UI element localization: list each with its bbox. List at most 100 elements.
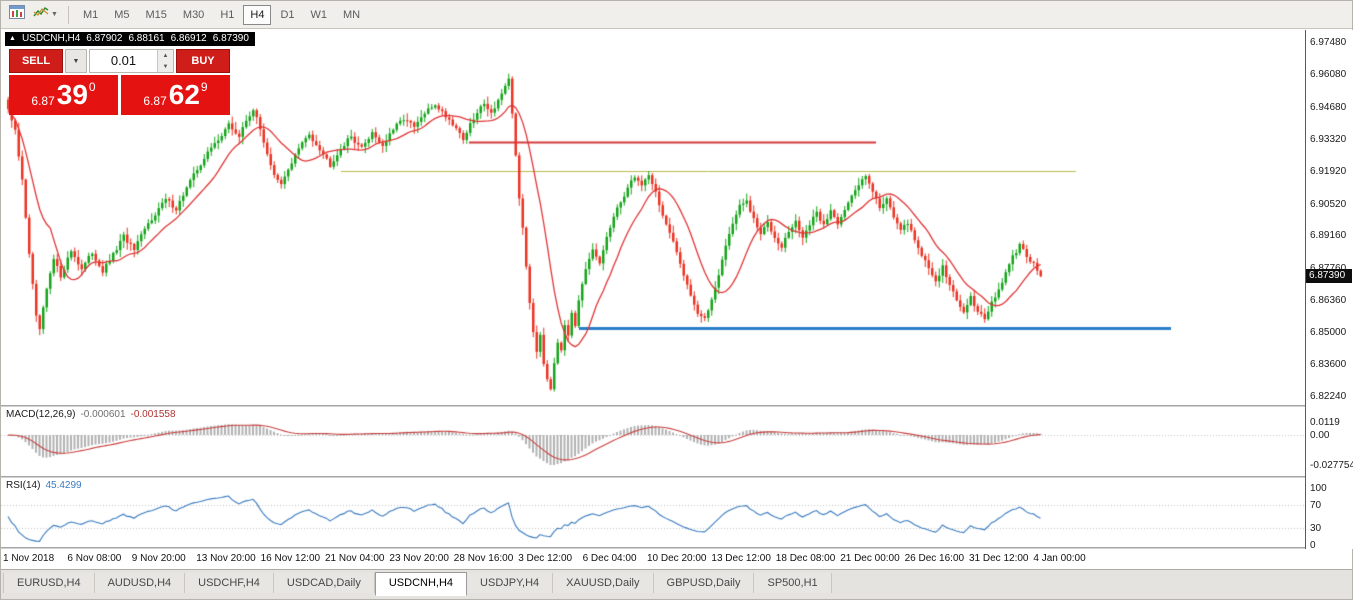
rsi-name: RSI(14) [6,480,41,491]
buy-price-main: 6.87 [143,94,167,108]
timeframe-button-w1[interactable]: W1 [310,8,328,21]
price-axis-tick: 6.94680 [1310,101,1347,113]
macd-signal-value: -0.001558 [130,409,176,420]
price-axis-tick: 6.96080 [1310,69,1347,81]
symbol-title: USDCNH,H4 [21,33,81,44]
macd-axis-tick: 0.00 [1310,430,1330,441]
timeframe-button-h1[interactable]: H1 [220,8,235,21]
macd-name: MACD(12,26,9) [6,409,76,420]
rsi-indicator-canvas[interactable] [1,478,1305,547]
timeframe-button-m15[interactable]: M15 [145,8,167,21]
sell-price-superscript: 0 [88,80,96,94]
time-axis-label: 13 Dec 12:00 [711,553,771,564]
ohlc-low: 6.86912 [170,33,207,44]
current-price-badge: 6.87390 [1306,269,1352,284]
chart-window-button[interactable] [5,3,29,27]
chart-tab-usdcad-daily[interactable]: USDCAD,Daily [273,573,375,593]
rsi-axis-tick: 100 [1310,483,1327,494]
time-axis-label: 18 Dec 08:00 [775,553,836,564]
chevron-down-icon: ▼ [72,57,80,65]
timeframe-button-m1[interactable]: M1 [82,8,99,21]
time-axis-label: 21 Nov 04:00 [325,553,385,564]
buy-price-superscript: 9 [200,80,208,94]
price-axis[interactable]: 6.97480 6.96080 6.94680 6.93320 6.91920 6.905… [1305,30,1353,551]
price-axis-tick: 6.83600 [1310,359,1347,371]
macd-panel-separator[interactable] [1,405,1305,407]
time-axis-label: 23 Nov 20:00 [389,553,449,564]
time-axis-label: 9 Nov 20:00 [131,553,186,564]
time-axis-label: 6 Nov 08:00 [67,553,122,564]
macd-axis-tick: 0.0119 [1310,417,1340,429]
time-axis-label: 16 Nov 12:00 [260,553,321,564]
time-axis-label: 31 Dec 12:00 [969,553,1029,564]
chart-tab-usdchf-h4[interactable]: USDCHF,H4 [185,573,274,593]
top-toolbar: ▼ M1 M5 M15 M30 H1 H4 D1 W1 MN [1,1,1352,29]
volume-spinner: ▲ ▼ [157,50,173,72]
volume-field: 0.01 ▲ ▼ [89,49,174,73]
chart-tab-usdcnh-h4[interactable]: USDCNH,H4 [374,572,468,596]
time-axis[interactable]: 1 Nov 2018 6 Nov 08:00 9 Nov 20:00 13 Nov 2… [1,549,1305,570]
sell-price-main: 6.87 [31,94,55,108]
price-axis-tick: 6.82240 [1310,390,1347,402]
macd-axis-tick: -0.027754 [1310,460,1353,471]
buy-button[interactable]: BUY [176,49,230,73]
one-click-trading-panel: SELL ▼ 0.01 ▲ ▼ BUY 6.87 39 0 6.87 62 9 [9,49,230,115]
sell-price-display[interactable]: 6.87 39 0 [9,75,118,115]
price-axis-tick: 6.93320 [1310,133,1347,145]
timeframe-button-d1[interactable]: D1 [280,8,295,21]
chart-tab-audusd-h4[interactable]: AUDUSD,H4 [94,573,186,593]
timeframe-button-h4[interactable]: H4 [243,4,272,25]
chart-tab-gbpusd-daily[interactable]: GBPUSD,Daily [653,573,755,593]
rsi-panel-separator[interactable] [1,476,1305,478]
time-axis-label: 10 Dec 20:00 [647,553,707,564]
time-axis-label: 28 Nov 16:00 [453,553,514,564]
chart-tab-xauusd-daily[interactable]: XAUUSD,Daily [553,573,654,593]
price-axis-tick: 6.90520 [1310,198,1347,210]
order-options-dropdown[interactable]: ▼ [65,49,87,73]
candlestick-chart-icon [9,5,25,24]
price-axis-tick: 6.86360 [1310,295,1347,307]
chart-tab-usdjpy-h4[interactable]: USDJPY,H4 [467,573,554,593]
macd-main-value: -0.000601 [80,409,126,420]
chart-tab-sp500-h1[interactable]: SP500,H1 [754,573,832,593]
volume-increase-button[interactable]: ▲ [158,50,173,61]
price-axis-tick: 6.97480 [1310,37,1347,48]
timeframe-button-mn[interactable]: MN [343,8,361,21]
timeframe-group: M1 M5 M15 M30 H1 H4 D1 W1 MN [75,4,368,25]
ohlc-high: 6.88161 [128,33,165,44]
time-axis-label: 26 Dec 16:00 [904,553,965,564]
chevron-down-icon: ▼ [51,11,58,18]
rsi-label: RSI(14) 45.4299 [6,480,82,491]
price-axis-tick: 6.85000 [1310,326,1347,338]
macd-label: MACD(12,26,9) -0.000601 -0.001558 [6,409,176,420]
chart-tab-eurusd-h4[interactable]: EURUSD,H4 [3,573,95,593]
buy-price-display[interactable]: 6.87 62 9 [121,75,230,115]
chart-tabs-row: EURUSD,H4 AUDUSD,H4 USDCHF,H4 USDCAD,Daily U… [1,570,1352,599]
rsi-axis-tick: 70 [1310,500,1322,512]
price-axis-tick: 6.89160 [1310,230,1347,242]
chart-symbol-header: ▲ USDCNH,H4 6.87902 6.88161 6.86912 6.87… [5,32,255,46]
time-axis-separator [1,547,1305,549]
macd-indicator-canvas[interactable] [1,407,1305,476]
volume-decrease-button[interactable]: ▼ [158,61,173,72]
timeframe-button-m5[interactable]: M5 [114,8,130,21]
time-axis-label: 21 Dec 00:00 [840,553,900,564]
rsi-value: 45.4299 [45,480,82,491]
collapse-icon[interactable]: ▲ [9,34,16,42]
toolbar-separator [67,5,69,24]
sell-price-pips: 39 [56,79,88,110]
price-axis-tick: 6.91920 [1310,166,1347,178]
ohlc-close: 6.87390 [212,33,249,44]
time-axis-label: 13 Nov 20:00 [196,553,256,564]
volume-input[interactable]: 0.01 [110,53,137,68]
timeframe-button-m30[interactable]: M30 [182,8,205,21]
time-axis-label: 6 Dec 04:00 [582,553,637,564]
time-axis-label: 3 Dec 12:00 [518,553,573,564]
ohlc-open: 6.87902 [86,33,123,44]
indicators-button[interactable]: ▼ [29,3,62,27]
price-axis-tick: 6.87760 [1310,262,1347,274]
sell-button[interactable]: SELL [9,49,63,73]
time-axis-label: 1 Nov 2018 [3,553,55,564]
chart-tabs-bar: EURUSD,H4 AUDUSD,H4 USDCHF,H4 USDCAD,Daily U… [1,569,1352,599]
